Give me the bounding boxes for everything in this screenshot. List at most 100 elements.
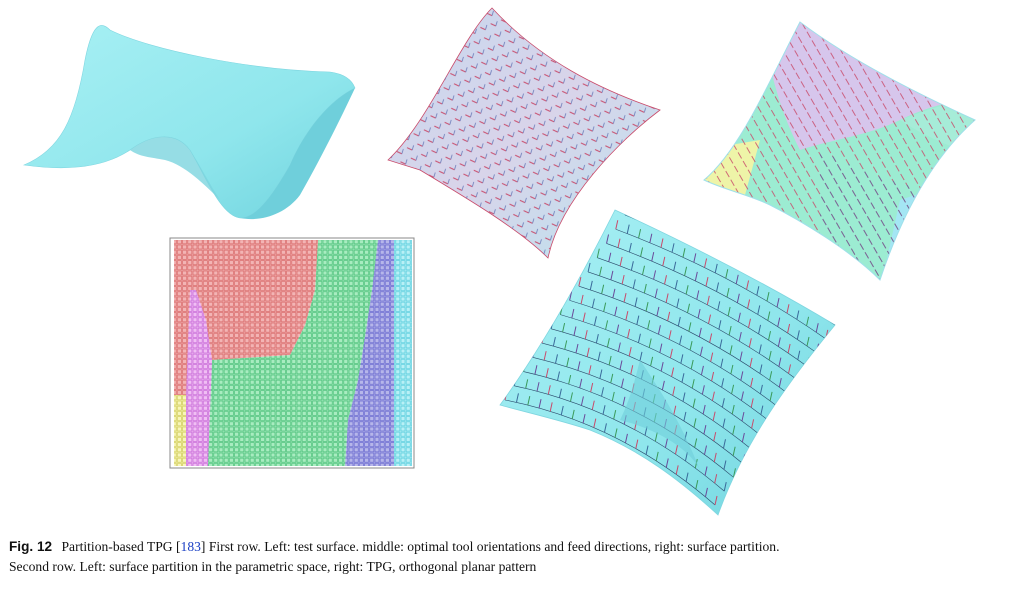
tpg-tool-tick: [603, 423, 607, 433]
tpg-tool-tick: [679, 335, 683, 345]
tpg-tool-tick: [625, 310, 629, 321]
tpg-tool-tick: [624, 210, 628, 216]
tpg-tool-tick: [684, 451, 688, 462]
tpg-tool-tick: [654, 432, 658, 442]
tpg-tool-tick: [645, 445, 649, 455]
tpg-tool-tick: [776, 298, 780, 308]
tpg-tool-tick: [558, 388, 562, 398]
tpg-tool-tick: [591, 298, 595, 308]
tpg-path-curve: [606, 243, 817, 353]
tpg-tool-tick: [834, 315, 835, 326]
tpg-tool-tick: [614, 306, 618, 316]
tpg-tool-tick: [758, 324, 762, 334]
tpg-tool-tick: [701, 385, 705, 395]
tpg-tool-tick: [613, 409, 617, 420]
tpg-tool-tick: [714, 495, 718, 506]
tpg-tool-tick: [688, 322, 692, 332]
tpg-tool-tick: [785, 284, 789, 294]
caption-citation[interactable]: 183: [180, 539, 201, 554]
tpg-tool-tick: [755, 267, 759, 277]
tpg-tool-tick: [729, 345, 733, 355]
tpg-tool-tick: [635, 439, 639, 449]
tpg-tool-tick: [621, 274, 625, 285]
tpg-tool-tick: [736, 293, 740, 303]
tpg-tool-tick: [692, 398, 696, 408]
tpg-path-curve: [578, 285, 790, 395]
tpg-tool-tick: [547, 385, 551, 395]
tpg-tool-tick: [603, 302, 607, 312]
tpg-tool-tick: [738, 331, 742, 342]
tpg-tool-tick: [714, 474, 718, 484]
tpg-tool-tick: [702, 239, 706, 250]
tpg-tool-tick: [717, 301, 721, 311]
tpg-tool-tick: [722, 418, 726, 428]
tpg-tool-tick: [571, 308, 575, 319]
tpg-tool-tick: [586, 347, 590, 357]
tpg-shade: [620, 360, 700, 470]
tpg-tool-tick: [739, 351, 743, 361]
tpg-tool-tick: [616, 324, 620, 334]
tpg-tool-tick: [705, 277, 709, 287]
tpg-tool-tick: [543, 351, 547, 361]
tpg-tool-tick: [756, 286, 760, 296]
tpg-tool-tick: [662, 256, 666, 266]
tpg-tool-tick: [766, 292, 770, 302]
figure-panels: [22, 7, 976, 516]
tpg-tool-tick: [659, 343, 663, 353]
tpg-tool-tick: [573, 326, 577, 336]
tpg-tool-tick: [648, 338, 652, 348]
partition-red: [174, 240, 318, 360]
tpg-tool-tick: [647, 320, 651, 330]
tpg-tool-tick: [741, 432, 745, 443]
tpg-tool-tick: [569, 392, 573, 402]
tpg-tool-tick: [681, 373, 685, 383]
tpg-tool-tick: [669, 224, 673, 234]
tpg-tool-tick: [569, 291, 573, 301]
tpg-tool-tick: [704, 466, 708, 476]
tpg-tool-tick: [760, 426, 764, 436]
tpg-tool-tick: [515, 393, 519, 403]
tpg-tool-tick: [725, 269, 729, 279]
tpg-tool-tick: [564, 340, 568, 350]
surface-partition-outline: [703, 21, 976, 281]
tpg-tool-tick: [619, 256, 623, 267]
partition-green: [208, 240, 378, 466]
tpg-tool-tick: [758, 344, 762, 354]
tpg-tool-tick: [720, 358, 724, 368]
tpg-tool-tick: [787, 323, 791, 334]
tpg-tool-tick: [711, 391, 715, 401]
tpg-tool-tick: [571, 409, 575, 420]
tpg-tool-tick: [575, 343, 579, 354]
tpg-tool-tick: [769, 412, 773, 423]
tpg-tool-tick: [693, 418, 697, 428]
tpg-tool-tick: [579, 378, 583, 388]
tpg-tool-tick: [593, 418, 597, 428]
tpg-tool-tick: [612, 288, 616, 298]
test-surface-body: [22, 25, 356, 219]
tpg-tool-tick: [689, 340, 693, 351]
tpg-tool-tick: [549, 402, 553, 412]
tpg-tool-tick: [608, 252, 612, 262]
tpg-tool-tick: [691, 379, 695, 389]
tpg-tool-tick: [682, 392, 686, 402]
test-surface-shadow: [240, 88, 355, 220]
tpg-tool-tick: [750, 377, 754, 388]
tpg-tool-tick: [768, 330, 771, 341]
tpg-tool-tick: [778, 357, 782, 367]
tpg-tool-tick: [719, 339, 723, 349]
tpg-tool-tick: [749, 357, 753, 368]
tpg-tool-tick: [778, 378, 782, 388]
tpg-tool-tick: [690, 359, 694, 370]
tpg-tool-tick: [673, 261, 677, 271]
partition-yellow: [174, 395, 186, 466]
tpg-tool-tick: [779, 398, 783, 409]
tpg-tool-tick: [630, 261, 634, 271]
tpg-tool-tick: [694, 271, 698, 281]
partition-cyan: [392, 240, 412, 466]
tpg-tool-tick: [815, 323, 819, 333]
tpg-tool-tick: [617, 238, 621, 248]
tpg-tool-tick: [660, 238, 664, 248]
tpg-tool-tick: [768, 350, 772, 361]
tpg-tool-tick: [628, 347, 632, 357]
partition-blue: [345, 240, 394, 466]
